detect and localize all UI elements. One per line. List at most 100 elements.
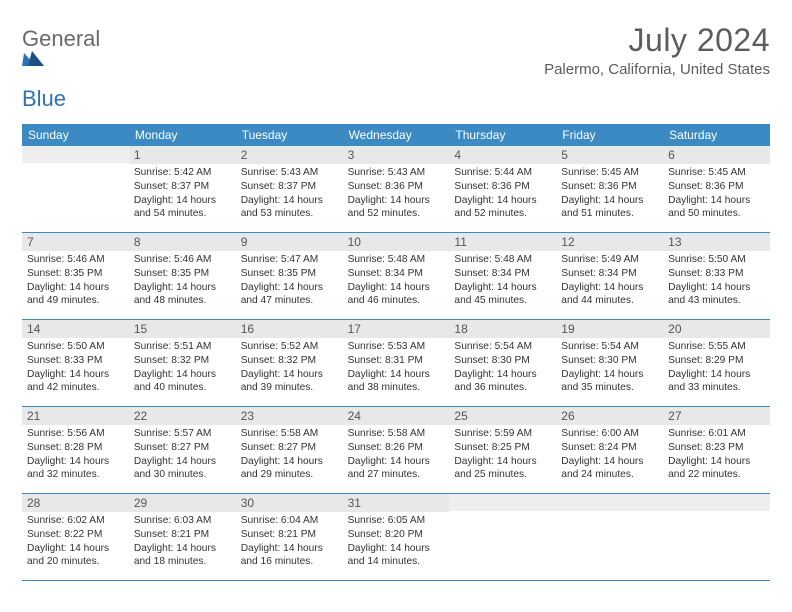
day-number: 18 xyxy=(449,320,556,338)
calendar-cell: 16Sunrise: 5:52 AMSunset: 8:32 PMDayligh… xyxy=(236,320,343,406)
cell-body: Sunrise: 5:47 AMSunset: 8:35 PMDaylight:… xyxy=(236,251,343,308)
logo-line2: Blue xyxy=(22,86,66,111)
calendar-cell: 2Sunrise: 5:43 AMSunset: 8:37 PMDaylight… xyxy=(236,146,343,232)
calendar-cell: 23Sunrise: 5:58 AMSunset: 8:27 PMDayligh… xyxy=(236,407,343,493)
daylight-line: Daylight: 14 hours and 45 minutes. xyxy=(454,281,551,309)
daylight-line: Daylight: 14 hours and 16 minutes. xyxy=(241,542,338,570)
daylight-line: Daylight: 14 hours and 20 minutes. xyxy=(27,542,124,570)
cell-body: Sunrise: 5:55 AMSunset: 8:29 PMDaylight:… xyxy=(663,338,770,395)
sunset-line: Sunset: 8:34 PM xyxy=(561,267,658,281)
sunset-line: Sunset: 8:34 PM xyxy=(454,267,551,281)
day-number: 6 xyxy=(663,146,770,164)
sunrise-line: Sunrise: 5:46 AM xyxy=(134,253,231,267)
cell-body: Sunrise: 5:46 AMSunset: 8:35 PMDaylight:… xyxy=(22,251,129,308)
calendar-cell: 9Sunrise: 5:47 AMSunset: 8:35 PMDaylight… xyxy=(236,233,343,319)
daylight-line: Daylight: 14 hours and 39 minutes. xyxy=(241,368,338,396)
sunrise-line: Sunrise: 5:58 AM xyxy=(348,427,445,441)
sunrise-line: Sunrise: 5:49 AM xyxy=(561,253,658,267)
cell-body: Sunrise: 5:50 AMSunset: 8:33 PMDaylight:… xyxy=(663,251,770,308)
sunrise-line: Sunrise: 5:43 AM xyxy=(241,166,338,180)
calendar-cell: 17Sunrise: 5:53 AMSunset: 8:31 PMDayligh… xyxy=(343,320,450,406)
week-row: 14Sunrise: 5:50 AMSunset: 8:33 PMDayligh… xyxy=(22,320,770,407)
calendar-cell: 27Sunrise: 6:01 AMSunset: 8:23 PMDayligh… xyxy=(663,407,770,493)
daylight-line: Daylight: 14 hours and 29 minutes. xyxy=(241,455,338,483)
daylight-line: Daylight: 14 hours and 43 minutes. xyxy=(668,281,765,309)
day-number: 28 xyxy=(22,494,129,512)
daylight-line: Daylight: 14 hours and 50 minutes. xyxy=(668,194,765,222)
calendar-cell: 1Sunrise: 5:42 AMSunset: 8:37 PMDaylight… xyxy=(129,146,236,232)
cell-body: Sunrise: 5:49 AMSunset: 8:34 PMDaylight:… xyxy=(556,251,663,308)
sunrise-line: Sunrise: 5:54 AM xyxy=(561,340,658,354)
calendar-cell: 7Sunrise: 5:46 AMSunset: 8:35 PMDaylight… xyxy=(22,233,129,319)
day-number xyxy=(663,494,770,511)
calendar-cell: 8Sunrise: 5:46 AMSunset: 8:35 PMDaylight… xyxy=(129,233,236,319)
day-number: 23 xyxy=(236,407,343,425)
calendar-cell: 6Sunrise: 5:45 AMSunset: 8:36 PMDaylight… xyxy=(663,146,770,232)
daylight-line: Daylight: 14 hours and 42 minutes. xyxy=(27,368,124,396)
sunset-line: Sunset: 8:20 PM xyxy=(348,528,445,542)
calendar-cell: 29Sunrise: 6:03 AMSunset: 8:21 PMDayligh… xyxy=(129,494,236,580)
sunset-line: Sunset: 8:33 PM xyxy=(27,354,124,368)
sunrise-line: Sunrise: 5:46 AM xyxy=(27,253,124,267)
cell-body: Sunrise: 5:44 AMSunset: 8:36 PMDaylight:… xyxy=(449,164,556,221)
calendar-cell-blank xyxy=(449,494,556,580)
day-number: 14 xyxy=(22,320,129,338)
dow-header: Tuesday xyxy=(236,124,343,146)
daylight-line: Daylight: 14 hours and 48 minutes. xyxy=(134,281,231,309)
day-number: 24 xyxy=(343,407,450,425)
cell-body: Sunrise: 6:05 AMSunset: 8:20 PMDaylight:… xyxy=(343,512,450,569)
day-number: 26 xyxy=(556,407,663,425)
week-row: 21Sunrise: 5:56 AMSunset: 8:28 PMDayligh… xyxy=(22,407,770,494)
daylight-line: Daylight: 14 hours and 24 minutes. xyxy=(561,455,658,483)
daylight-line: Daylight: 14 hours and 46 minutes. xyxy=(348,281,445,309)
day-number: 30 xyxy=(236,494,343,512)
cell-body: Sunrise: 5:48 AMSunset: 8:34 PMDaylight:… xyxy=(449,251,556,308)
cell-body: Sunrise: 5:58 AMSunset: 8:27 PMDaylight:… xyxy=(236,425,343,482)
sunset-line: Sunset: 8:23 PM xyxy=(668,441,765,455)
daylight-line: Daylight: 14 hours and 40 minutes. xyxy=(134,368,231,396)
location: Palermo, California, United States xyxy=(544,61,770,78)
day-number: 2 xyxy=(236,146,343,164)
cell-body: Sunrise: 5:57 AMSunset: 8:27 PMDaylight:… xyxy=(129,425,236,482)
sunset-line: Sunset: 8:30 PM xyxy=(454,354,551,368)
day-number: 3 xyxy=(343,146,450,164)
calendar-cell: 21Sunrise: 5:56 AMSunset: 8:28 PMDayligh… xyxy=(22,407,129,493)
sunrise-line: Sunrise: 5:45 AM xyxy=(668,166,765,180)
sunrise-line: Sunrise: 5:53 AM xyxy=(348,340,445,354)
cell-body: Sunrise: 5:51 AMSunset: 8:32 PMDaylight:… xyxy=(129,338,236,395)
calendar-cell: 14Sunrise: 5:50 AMSunset: 8:33 PMDayligh… xyxy=(22,320,129,406)
sunset-line: Sunset: 8:35 PM xyxy=(27,267,124,281)
sunrise-line: Sunrise: 6:05 AM xyxy=(348,514,445,528)
day-number: 15 xyxy=(129,320,236,338)
cell-body: Sunrise: 5:45 AMSunset: 8:36 PMDaylight:… xyxy=(663,164,770,221)
sunset-line: Sunset: 8:21 PM xyxy=(241,528,338,542)
sunrise-line: Sunrise: 5:52 AM xyxy=(241,340,338,354)
calendar-cell: 11Sunrise: 5:48 AMSunset: 8:34 PMDayligh… xyxy=(449,233,556,319)
day-number xyxy=(449,494,556,511)
page: General Blue July 2024 Palermo, Californ… xyxy=(0,0,792,581)
dow-header: Sunday xyxy=(22,124,129,146)
sunset-line: Sunset: 8:36 PM xyxy=(348,180,445,194)
sunset-line: Sunset: 8:27 PM xyxy=(241,441,338,455)
calendar-cell: 12Sunrise: 5:49 AMSunset: 8:34 PMDayligh… xyxy=(556,233,663,319)
cell-body: Sunrise: 5:43 AMSunset: 8:37 PMDaylight:… xyxy=(236,164,343,221)
cell-body: Sunrise: 5:46 AMSunset: 8:35 PMDaylight:… xyxy=(129,251,236,308)
daylight-line: Daylight: 14 hours and 25 minutes. xyxy=(454,455,551,483)
header: General Blue July 2024 Palermo, Californ… xyxy=(22,22,770,110)
day-number: 1 xyxy=(129,146,236,164)
cell-body: Sunrise: 6:00 AMSunset: 8:24 PMDaylight:… xyxy=(556,425,663,482)
sunset-line: Sunset: 8:36 PM xyxy=(561,180,658,194)
sunrise-line: Sunrise: 5:50 AM xyxy=(668,253,765,267)
sunset-line: Sunset: 8:22 PM xyxy=(27,528,124,542)
dow-header: Thursday xyxy=(449,124,556,146)
day-number: 7 xyxy=(22,233,129,251)
cell-body: Sunrise: 5:56 AMSunset: 8:28 PMDaylight:… xyxy=(22,425,129,482)
cell-body: Sunrise: 6:02 AMSunset: 8:22 PMDaylight:… xyxy=(22,512,129,569)
sunset-line: Sunset: 8:37 PM xyxy=(134,180,231,194)
sunset-line: Sunset: 8:24 PM xyxy=(561,441,658,455)
cell-body: Sunrise: 6:03 AMSunset: 8:21 PMDaylight:… xyxy=(129,512,236,569)
sunrise-line: Sunrise: 5:48 AM xyxy=(454,253,551,267)
day-number: 22 xyxy=(129,407,236,425)
calendar-cell: 18Sunrise: 5:54 AMSunset: 8:30 PMDayligh… xyxy=(449,320,556,406)
day-number: 13 xyxy=(663,233,770,251)
